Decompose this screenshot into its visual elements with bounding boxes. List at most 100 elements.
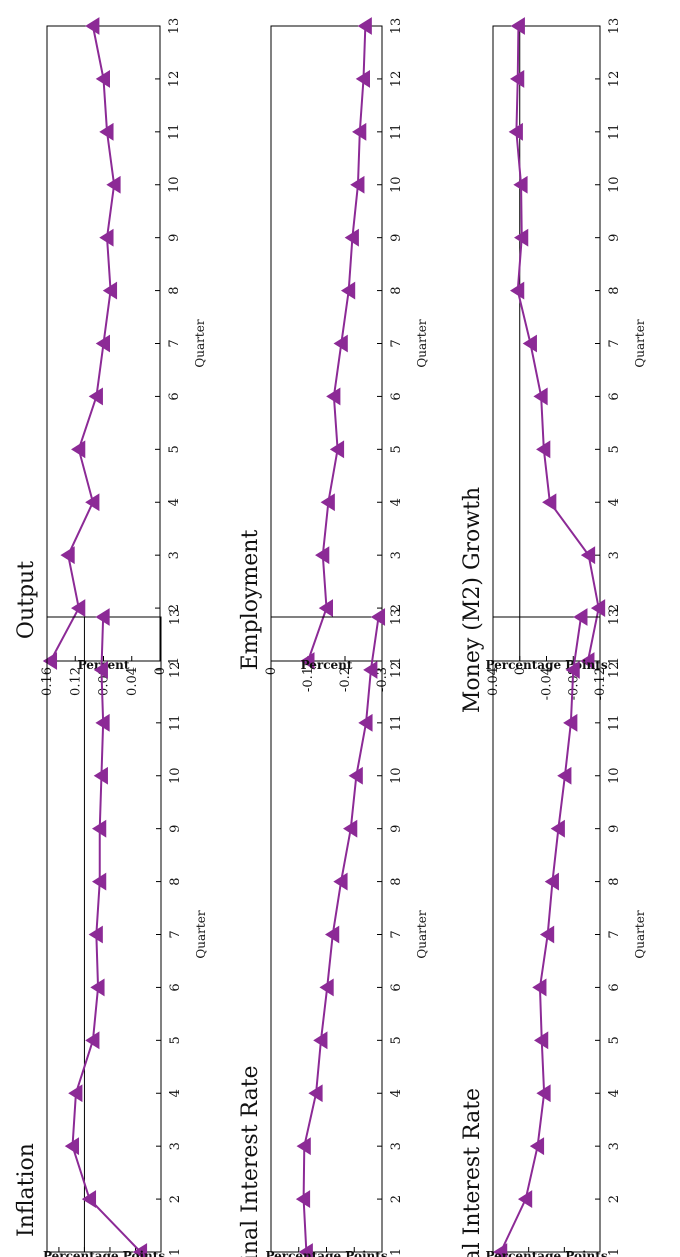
plot-frame bbox=[492, 25, 601, 662]
x-tick-label: 6 bbox=[168, 983, 183, 991]
data-point bbox=[93, 766, 108, 785]
data-point bbox=[363, 661, 378, 679]
x-axis-label: Quarter bbox=[193, 319, 207, 367]
data-point bbox=[534, 1031, 549, 1050]
x-tick-label: 5 bbox=[389, 1036, 404, 1044]
data-point bbox=[536, 440, 551, 459]
x-axis-label: Quarter bbox=[194, 910, 208, 958]
data-point bbox=[565, 661, 580, 679]
data-point bbox=[348, 766, 363, 785]
x-tick-label: 1 bbox=[389, 1248, 404, 1256]
data-point bbox=[88, 387, 103, 406]
data-point bbox=[93, 661, 108, 679]
data-point bbox=[352, 122, 367, 141]
data-point bbox=[340, 281, 356, 300]
x-tick-label: 12 bbox=[389, 662, 404, 679]
data-point bbox=[510, 17, 525, 35]
x-tick-label: 6 bbox=[607, 392, 622, 400]
panel-title: Employment bbox=[238, 530, 263, 671]
x-tick-label: 13 bbox=[389, 18, 404, 35]
data-point bbox=[298, 1243, 313, 1257]
x-tick-label: 8 bbox=[389, 877, 404, 885]
x-axis-label: Quarter bbox=[415, 910, 429, 958]
x-tick-label: 7 bbox=[607, 339, 622, 347]
x-tick-label: 9 bbox=[389, 825, 404, 833]
y-axis-label: Percent bbox=[301, 658, 353, 672]
data-point bbox=[295, 1190, 311, 1208]
data-point bbox=[539, 925, 555, 944]
panel-2: 12345678910111213-0.3-0.2-0.10Employment… bbox=[238, 17, 429, 692]
panel-title: Money (M2) Growth bbox=[460, 487, 485, 713]
x-tick-label: 10 bbox=[167, 176, 182, 193]
y-axis-label: Percentage Points bbox=[43, 1249, 165, 1257]
x-tick-label: 3 bbox=[168, 1142, 183, 1150]
data-point bbox=[95, 713, 110, 732]
data-point bbox=[510, 281, 525, 300]
data-point bbox=[510, 70, 525, 88]
data-point bbox=[557, 766, 572, 785]
data-point bbox=[81, 1190, 97, 1208]
data-point bbox=[308, 1084, 323, 1103]
x-tick-label: 13 bbox=[607, 18, 622, 35]
data-point bbox=[325, 925, 340, 944]
data-point bbox=[102, 281, 118, 300]
x-tick-label: 1 bbox=[607, 657, 622, 665]
data-point bbox=[590, 599, 606, 617]
data-point bbox=[329, 440, 345, 459]
x-tick-label: 1 bbox=[607, 1248, 622, 1256]
data-point bbox=[326, 387, 341, 406]
data-point bbox=[85, 493, 100, 512]
data-point bbox=[492, 1243, 508, 1257]
data-point bbox=[536, 1084, 551, 1103]
x-tick-label: 13 bbox=[389, 609, 404, 626]
y-tick-label: -0.2 bbox=[338, 667, 353, 692]
x-tick-label: 2 bbox=[607, 604, 622, 612]
x-tick-label: 6 bbox=[389, 983, 404, 991]
y-tick-label: 0.12 bbox=[68, 667, 83, 696]
x-axis-label: Quarter bbox=[633, 319, 647, 367]
data-point bbox=[60, 546, 75, 565]
data-point bbox=[357, 17, 372, 35]
data-point bbox=[514, 228, 529, 247]
y-axis-label: Percentage Points bbox=[265, 1249, 387, 1257]
series-line bbox=[71, 616, 142, 1253]
x-tick-label: 3 bbox=[607, 1142, 622, 1150]
x-tick-label: 12 bbox=[607, 662, 622, 679]
data-point bbox=[90, 978, 105, 997]
x-tick-label: 12 bbox=[607, 71, 622, 88]
data-point bbox=[85, 1031, 100, 1050]
data-point bbox=[343, 819, 358, 838]
data-point bbox=[132, 1243, 148, 1257]
x-tick-label: 9 bbox=[607, 234, 622, 242]
data-point bbox=[532, 978, 547, 997]
x-tick-label: 1 bbox=[389, 657, 404, 665]
data-point bbox=[95, 334, 110, 353]
data-point bbox=[71, 599, 86, 617]
x-tick-label: 11 bbox=[389, 124, 404, 141]
x-tick-label: 4 bbox=[389, 498, 404, 506]
x-tick-label: 12 bbox=[168, 662, 183, 679]
data-point bbox=[92, 872, 107, 891]
x-tick-label: 3 bbox=[167, 551, 182, 559]
y-tick-label: -0.1 bbox=[301, 667, 316, 692]
x-tick-label: 5 bbox=[607, 445, 622, 453]
x-axis-label: Quarter bbox=[633, 910, 647, 958]
x-tick-label: 11 bbox=[389, 715, 404, 732]
x-tick-label: 1 bbox=[167, 657, 182, 665]
y-axis-label: Percentage Points bbox=[485, 658, 607, 672]
data-point bbox=[350, 175, 365, 194]
x-tick-label: 10 bbox=[389, 176, 404, 193]
x-tick-label: 11 bbox=[167, 124, 182, 141]
series-line bbox=[302, 616, 380, 1253]
x-tick-label: 4 bbox=[167, 498, 182, 506]
x-tick-label: 6 bbox=[167, 392, 182, 400]
x-tick-label: 4 bbox=[168, 1089, 183, 1097]
rotated-figure: 1234567891011121300.040.080.120.16Output… bbox=[14, 17, 647, 1257]
panel-title: Inflation bbox=[14, 1143, 39, 1237]
data-point bbox=[313, 1031, 328, 1050]
data-point bbox=[95, 608, 110, 626]
y-tick-label: -0.04 bbox=[540, 667, 555, 700]
x-tick-label: 7 bbox=[167, 339, 182, 347]
data-point bbox=[68, 1084, 83, 1103]
x-tick-label: 5 bbox=[167, 445, 182, 453]
